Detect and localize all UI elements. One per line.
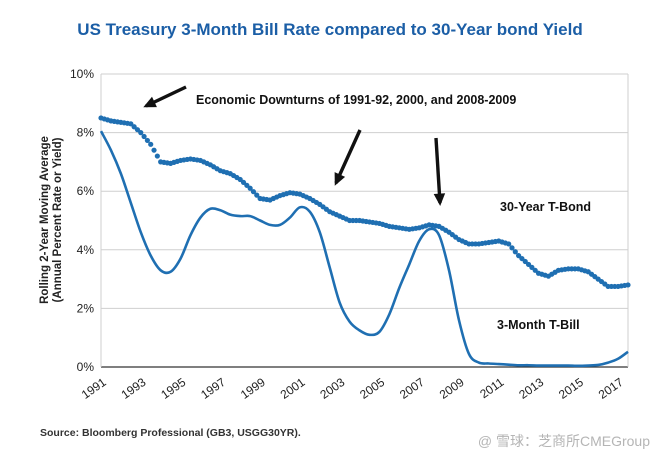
grid-lines [100,73,629,368]
arrow-shaft [434,137,442,204]
bond-point [138,130,144,136]
arrow-shaft [334,129,362,184]
bond-point [154,153,160,159]
bond-series-label: 30-Year T-Bond [500,200,591,214]
bond-point [512,249,518,255]
x-tick-label: 2015 [556,375,586,402]
bond-point [506,241,512,247]
x-tick-label: 2013 [516,375,546,402]
x-tick-label: 1991 [79,375,109,402]
x-tick-label: 2009 [437,375,467,402]
arrow-head [433,193,446,206]
y-tick-label: 6% [77,184,95,198]
y-axis-label: Rolling 2-Year Moving Average (Annual Pe… [39,136,64,304]
bond-point [247,185,253,191]
bond-point [250,189,257,195]
x-tick-label: 1999 [238,375,268,402]
bond-point [148,141,154,147]
bond-point [509,245,515,251]
x-tick-label: 1995 [158,375,188,402]
line-chart: 0% 2% 4% 6% 8% 10% 1991 1993 1995 1997 1999 2001 20… [39,67,631,402]
downturns-annotation: Economic Downturns of 1991-92, 2000, and… [196,93,516,107]
series-group [98,115,631,368]
y-tick-label: 4% [77,243,95,257]
x-axis-ticks: 1991 1993 1995 1997 1999 2001 2003 2005 2007 2009… [79,375,626,402]
y-axis-ticks: 0% 2% 4% 6% 8% 10% [70,67,94,374]
bond-point [254,192,260,198]
y-axis-label-line1: Rolling 2-Year Moving Average [39,136,51,304]
bill-line [99,130,629,368]
y-tick-label: 0% [77,360,95,374]
downturn-arrows [143,85,446,206]
arrow-head [143,96,157,108]
watermark: @ 雪球：芝商所CMEGroup [477,433,650,449]
bond-point [141,133,147,140]
x-tick-label: 2003 [317,375,347,402]
bill-series-label: 3-Month T-Bill [497,318,580,332]
source-note: Source: Bloomberg Professional (GB3, USG… [40,427,301,439]
x-tick-label: 1993 [119,375,149,402]
bond-point [144,137,151,144]
bond-point [625,282,631,288]
y-tick-label: 2% [77,301,95,315]
x-tick-label: 2017 [596,375,626,402]
x-tick-label: 2011 [477,375,506,401]
x-tick-label: 1997 [198,375,228,402]
bond-point [151,147,157,153]
chart-title: US Treasury 3-Month Bill Rate compared t… [77,20,583,39]
y-tick-label: 10% [70,67,94,81]
y-tick-label: 8% [77,126,95,140]
x-tick-label: 2007 [397,375,427,402]
y-axis-label-line2: (Annual Percent Rate or Yield) [52,137,64,302]
x-tick-label: 2001 [278,375,308,402]
x-tick-label: 2005 [357,375,387,402]
arrow-head [334,172,346,186]
